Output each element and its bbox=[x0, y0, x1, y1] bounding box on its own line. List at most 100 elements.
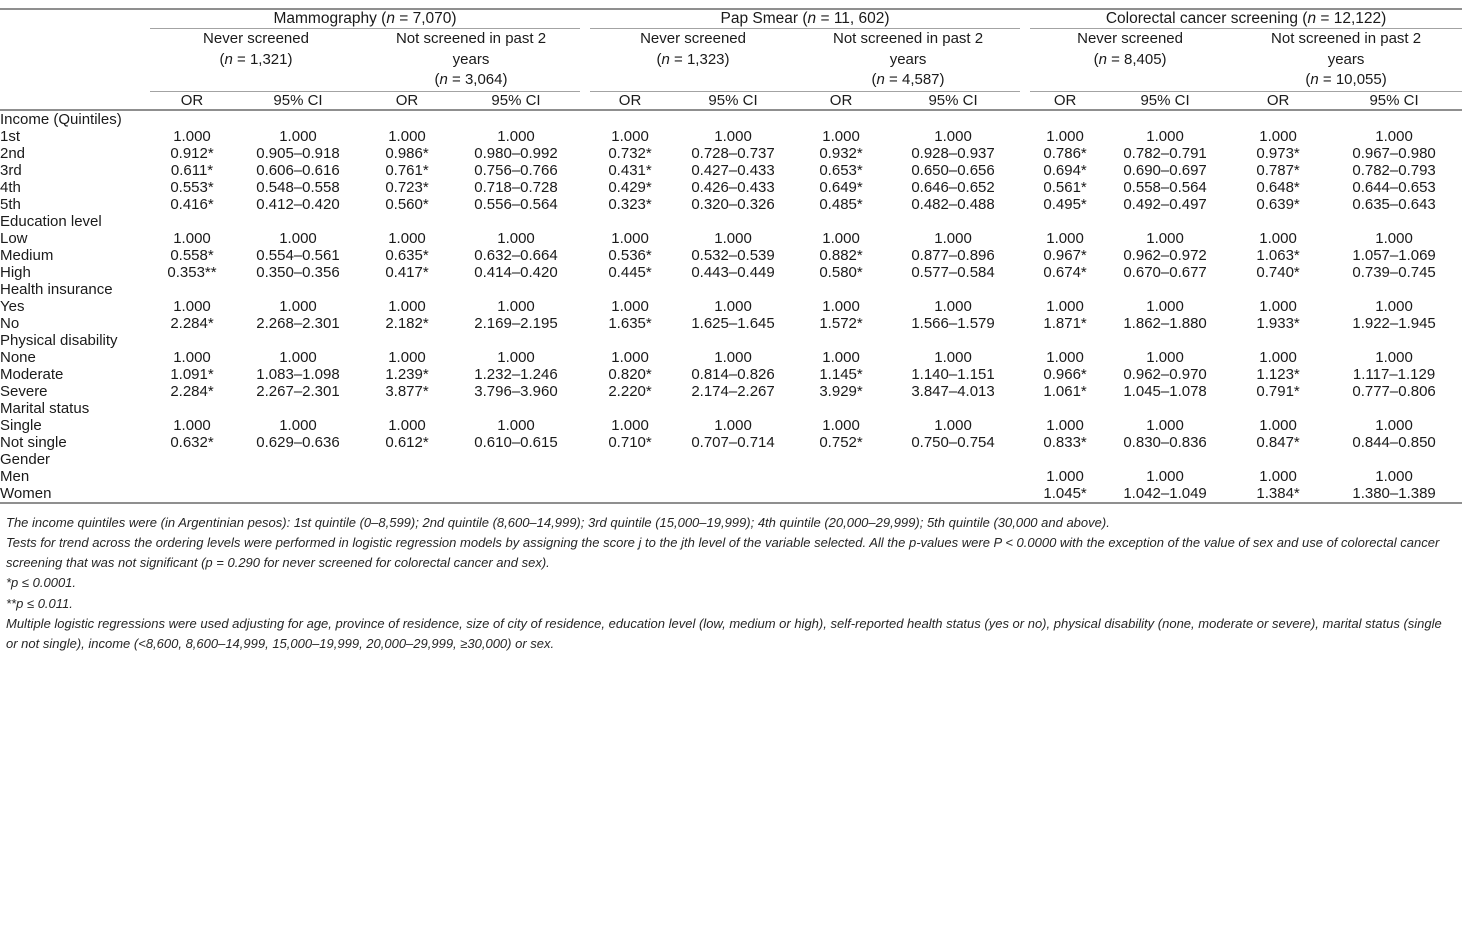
table-row: None 1.000 1.000 1.000 1.000 1.000 1.000 1.000 1… bbox=[0, 349, 1462, 366]
column-gap bbox=[1020, 230, 1030, 247]
value-cell: 1.000 bbox=[497, 417, 535, 435]
value-cell: 0.674* bbox=[1043, 264, 1087, 282]
value-cell: 1.000 bbox=[1375, 349, 1413, 367]
value-cell: 1.117–1.129 bbox=[1352, 366, 1436, 384]
value-cell: 0.782–0.791 bbox=[1123, 145, 1207, 163]
value-cell bbox=[362, 468, 452, 485]
value-cell: 1.000 bbox=[388, 417, 426, 435]
table-row: Moderate 1.091* 1.083–1.098 1.239* 1.232–1.2… bbox=[0, 366, 1462, 383]
value-cell: 2.267–2.301 bbox=[256, 383, 340, 401]
column-gap bbox=[1020, 366, 1030, 383]
value-cell: 0.833* bbox=[1043, 434, 1087, 452]
value-cell: 1.000 bbox=[934, 298, 972, 316]
row-label: Low bbox=[0, 230, 28, 248]
value-cell: 0.844–0.850 bbox=[1352, 434, 1436, 452]
value-cell: 1.045* bbox=[1030, 485, 1101, 505]
value-cell: 1.045–1.078 bbox=[1123, 383, 1207, 401]
value-cell: 1.000 bbox=[1259, 298, 1297, 316]
table-row: 4th 0.553* 0.548–0.558 0.723* 0.718–0.728 0.4… bbox=[0, 179, 1462, 196]
value-cell: 1.000 bbox=[1046, 349, 1084, 367]
column-gap bbox=[580, 417, 590, 434]
value-cell: 0.653* bbox=[819, 162, 863, 180]
table-row: Women 1.045* 1.042–1.049 1.384* 1.380–1.389 bbox=[0, 485, 1462, 505]
value-cell: 0.553* bbox=[170, 179, 214, 197]
value-cell: 0.632* bbox=[170, 434, 214, 452]
table-body: Income (Quintiles) 1st 1.000 1.000 1.000 1.00… bbox=[0, 110, 1462, 505]
value-cell: 1.000 bbox=[1146, 349, 1184, 367]
value-cell: 1.000 bbox=[611, 230, 649, 248]
value-cell: 0.820* bbox=[608, 366, 652, 384]
value-cell: 1.000 bbox=[1259, 349, 1297, 367]
table-row: 1st 1.000 1.000 1.000 1.000 1.000 1.000 1.000 1.… bbox=[0, 128, 1462, 145]
value-cell: 1.000 bbox=[714, 417, 752, 435]
value-cell: 0.644–0.653 bbox=[1352, 179, 1436, 197]
column-gap bbox=[580, 29, 590, 92]
row-label: Not single bbox=[0, 434, 67, 452]
column-header: 95% CI bbox=[1326, 91, 1462, 112]
column-gap bbox=[580, 315, 590, 332]
column-gap bbox=[580, 264, 590, 281]
value-cell: 2.182* bbox=[385, 315, 429, 333]
value-cell: 0.611* bbox=[170, 162, 214, 180]
value-cell: 0.556–0.564 bbox=[474, 196, 558, 214]
subgroup-header: Never screened (n = 1,321) bbox=[150, 28, 362, 93]
value-cell: 2.174–2.267 bbox=[691, 383, 775, 401]
footnote-adjustments: Multiple logistic regressions were used … bbox=[6, 615, 1442, 651]
section-row: Physical disability bbox=[0, 332, 1462, 349]
value-cell: 0.443–0.449 bbox=[691, 264, 775, 282]
section-header: Gender bbox=[0, 451, 51, 469]
value-cell: 0.761* bbox=[385, 162, 429, 180]
value-cell: 0.561* bbox=[1043, 179, 1087, 197]
value-cell: 1.000 bbox=[1375, 417, 1413, 435]
value-cell: 1.000 bbox=[822, 298, 860, 316]
value-cell bbox=[590, 468, 670, 485]
value-cell: 1.000 bbox=[1375, 128, 1413, 146]
value-cell: 1.000 bbox=[279, 417, 317, 435]
value-cell: 0.612* bbox=[385, 434, 429, 452]
section-row: Income (Quintiles) bbox=[0, 110, 1462, 128]
value-cell: 0.962–0.972 bbox=[1123, 247, 1207, 265]
value-cell: 3.796–3.960 bbox=[474, 383, 558, 401]
value-cell bbox=[452, 468, 580, 485]
column-header: OR bbox=[1030, 91, 1101, 112]
row-label: High bbox=[0, 264, 31, 282]
value-cell bbox=[670, 468, 796, 485]
value-cell: 0.412–0.420 bbox=[256, 196, 340, 214]
column-gap bbox=[1020, 145, 1030, 162]
footnote-p-star: *p ≤ 0.0001. bbox=[6, 575, 77, 591]
column-gap bbox=[580, 247, 590, 264]
value-cell: 0.694* bbox=[1043, 162, 1087, 180]
value-cell: 2.220* bbox=[608, 383, 652, 401]
value-cell: 1.000 bbox=[1146, 230, 1184, 248]
table-row: High 0.353** 0.350–0.356 0.417* 0.414–0.420 0… bbox=[0, 264, 1462, 281]
column-header: 95% CI bbox=[1100, 91, 1231, 112]
value-cell: 1.000 bbox=[822, 349, 860, 367]
section-header: Health insurance bbox=[0, 281, 113, 299]
row-label: 1st bbox=[0, 128, 21, 146]
value-cell: 0.791* bbox=[1256, 383, 1300, 401]
column-gap bbox=[580, 145, 590, 162]
value-cell: 1.000 bbox=[388, 128, 426, 146]
value-cell: 1.000 bbox=[714, 349, 752, 367]
table-row: Severe 2.284* 2.267–2.301 3.877* 3.796–3.960… bbox=[0, 383, 1462, 400]
value-cell: 1.000 bbox=[279, 230, 317, 248]
value-cell: 1.000 bbox=[934, 230, 972, 248]
table-header: Mammography (n = 7,070) Pap Smear (n = 11… bbox=[0, 8, 1462, 112]
value-cell: 2.284* bbox=[170, 315, 214, 333]
value-cell: 1.140–1.151 bbox=[911, 366, 995, 384]
value-cell: 1.000 bbox=[497, 230, 535, 248]
value-cell: 0.429* bbox=[608, 179, 652, 197]
value-cell bbox=[234, 485, 362, 505]
value-cell bbox=[150, 485, 234, 505]
value-cell: 1.000 bbox=[1046, 128, 1084, 146]
value-cell: 0.610–0.615 bbox=[474, 434, 558, 452]
value-cell bbox=[886, 485, 1021, 505]
value-cell: 1.000 bbox=[934, 417, 972, 435]
value-cell: 1.000 bbox=[497, 349, 535, 367]
column-gap bbox=[1020, 298, 1030, 315]
column-header: 95% CI bbox=[234, 91, 362, 112]
table-row: Not single 0.632* 0.629–0.636 0.612* 0.610–0… bbox=[0, 434, 1462, 451]
value-cell: 0.787* bbox=[1256, 162, 1300, 180]
value-cell: 0.723* bbox=[385, 179, 429, 197]
value-cell: 1.000 bbox=[714, 230, 752, 248]
